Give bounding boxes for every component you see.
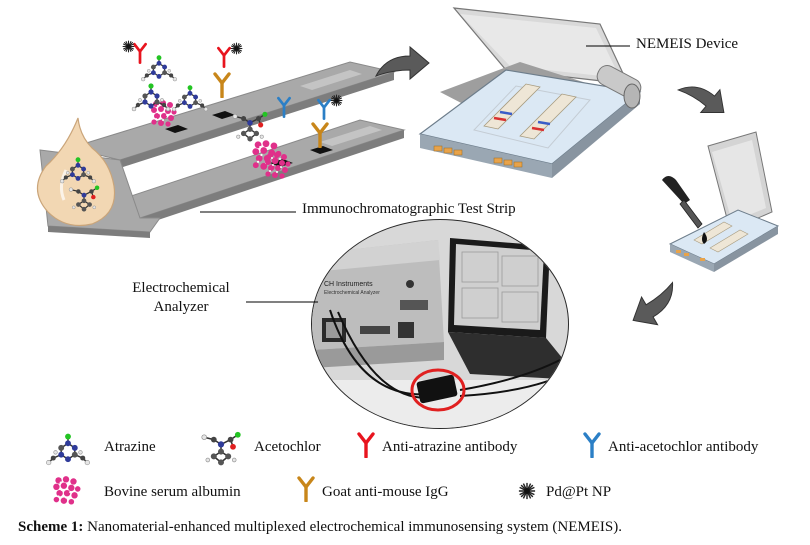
legend-atrazine: Atrazine bbox=[104, 439, 156, 455]
legend-acetochlor: Acetochlor bbox=[254, 439, 321, 455]
legend-bsa: Bovine serum albumin bbox=[104, 484, 241, 500]
instrument-brand: CH Instruments bbox=[324, 281, 373, 288]
small-device-dropper bbox=[662, 131, 780, 272]
anti-atrazine-antibody-icon bbox=[357, 432, 375, 458]
caption-label: Scheme 1: bbox=[18, 519, 84, 535]
nemeis-device-illustration bbox=[418, 7, 642, 178]
legend-anti-atrazine: Anti-atrazine antibody bbox=[382, 439, 518, 455]
legend-pdpt: Pd@Pt NP bbox=[546, 484, 612, 500]
caption-text: Nanomaterial-enhanced multiplexed electr… bbox=[83, 519, 622, 535]
sensor-highlight-ring bbox=[410, 368, 466, 412]
analyzer-label-line1: Electrochemical bbox=[132, 280, 230, 296]
anti-acetochlor-antibody-icon bbox=[583, 432, 601, 458]
arrow-3-icon bbox=[624, 279, 688, 335]
legend-anti-acetochlor: Anti-acetochlor antibody bbox=[608, 439, 759, 455]
figure-caption: Scheme 1: Nanomaterial-enhanced multiple… bbox=[18, 519, 622, 536]
pd-pt-np-icon bbox=[518, 482, 536, 500]
legend-goat-igg: Goat anti-mouse IgG bbox=[322, 484, 449, 500]
strip-label: Immunochromatographic Test Strip bbox=[302, 201, 516, 217]
bsa-protein-icon bbox=[53, 476, 81, 505]
acetochlor-molecule-icon bbox=[200, 431, 242, 466]
analyzer-label-line2: Analyzer bbox=[153, 299, 209, 315]
atrazine-molecule-icon bbox=[45, 432, 91, 466]
sample-droplet bbox=[36, 117, 116, 227]
arrow-2-icon bbox=[675, 68, 734, 125]
instrument-sub: Electrochemical Analyzer bbox=[324, 290, 380, 296]
device-label: NEMEIS Device bbox=[636, 36, 739, 52]
goat-igg-icon bbox=[297, 476, 315, 502]
analyzer-photo: CH Instruments Electrochemical Analyzer bbox=[311, 219, 569, 429]
